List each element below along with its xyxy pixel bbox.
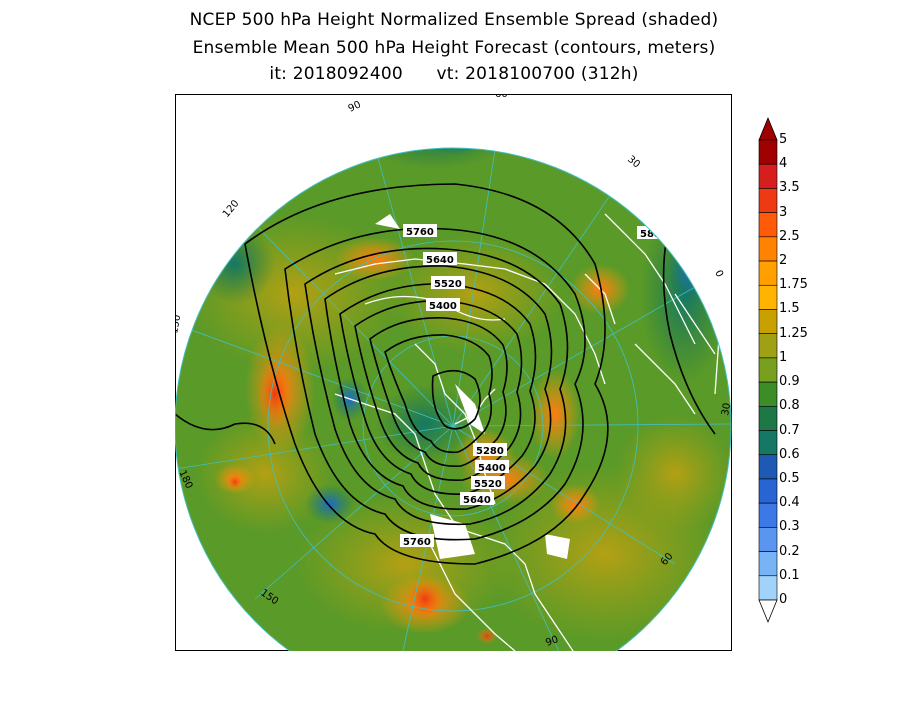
contour-label-5280: 5280	[476, 446, 504, 457]
title-line-1: NCEP 500 hPa Height Normalized Ensemble …	[189, 10, 719, 30]
contour-label-5640-south: 5640	[463, 495, 491, 506]
colorbar-tick-label: 2	[779, 253, 788, 269]
colorbar-tick-label: 0.5	[779, 470, 800, 486]
colorbar-tick-label: 3.5	[779, 180, 800, 196]
colorbar-swatch	[758, 309, 778, 334]
title-line-3: it: 2018092400 vt: 2018100700 (312h)	[269, 64, 639, 84]
title-line-2: Ensemble Mean 500 hPa Height Forecast (c…	[192, 38, 716, 58]
colorbar-tick-label: 0.6	[779, 446, 800, 462]
lon-label-90-top-left: 90	[347, 99, 363, 114]
colorbar-swatch	[758, 284, 778, 310]
lon-label-90-bottom-right: 90	[544, 634, 560, 649]
colorbar-tick-label: 3	[779, 204, 788, 220]
colorbar-tick-label: 0.3	[779, 519, 800, 535]
colorbar-swatch	[758, 527, 778, 552]
lon-label-0-right: 0	[712, 269, 725, 279]
height-contours	[175, 183, 716, 565]
lon-label-120-upper-left: 120	[221, 198, 242, 220]
colorbar-arrow-top	[758, 116, 778, 141]
colorbar-swatch	[758, 163, 778, 189]
colorbar-swatch	[758, 454, 778, 480]
contour-label-5640-north: 5640	[426, 255, 454, 266]
colorbar-tick-label: 1	[779, 349, 788, 365]
colorbar-swatch	[758, 357, 778, 383]
contour-label-5400-north: 5400	[429, 301, 457, 312]
colorbar-swatch	[758, 260, 778, 286]
colorbar-tick-label: 5	[779, 132, 788, 147]
lon-label-60-top: 60	[495, 94, 508, 100]
contour-label-5400-south: 5400	[478, 463, 506, 474]
colorbar-tick-label: 0	[779, 592, 788, 607]
spread-shading: 5760 5640 5520 5400 5280 5400 5520 5640 …	[175, 148, 731, 651]
polar-stereographic-map: 5760 5640 5520 5400 5280 5400 5520 5640 …	[175, 94, 732, 651]
colorbar-tick-label: 0.8	[779, 398, 800, 414]
colorbar-tick-label: 0.9	[779, 374, 800, 390]
contour-label-5760-north: 5760	[406, 227, 434, 238]
contour-label-5760-south: 5760	[403, 537, 431, 548]
colorbar-tick-label: 0.4	[779, 495, 800, 511]
lon-label-150-left: 150	[175, 314, 183, 335]
colorbar-swatch	[758, 333, 778, 359]
colorbar-swatch	[758, 430, 778, 456]
colorbar-swatch	[758, 575, 778, 601]
colorbar-swatch	[758, 478, 778, 504]
colorbar-swatch	[758, 212, 778, 238]
colorbar-tick-label: 1.5	[779, 301, 800, 317]
colorbar-swatch	[758, 381, 778, 407]
colorbar-swatch	[758, 406, 778, 431]
colorbar-swatch	[758, 502, 778, 528]
map-disc-edge	[175, 147, 732, 651]
contour-label-5520-south: 5520	[474, 479, 502, 490]
colorbar-arrow-bottom	[758, 599, 778, 624]
landmass-fragments	[375, 214, 570, 559]
lon-label-30-right: 30	[720, 402, 732, 416]
colorbar-swatch	[758, 236, 778, 262]
colorbar-swatch	[758, 139, 778, 165]
colorbar-tick-label: 1.75	[779, 277, 808, 293]
lon-label-30-upper-right: 30	[625, 154, 642, 171]
colorbar-tick-label: 2.5	[779, 228, 800, 244]
colorbar-swatch	[758, 551, 778, 577]
colorbar-swatch	[758, 188, 778, 213]
colorbar-tick-label: 1.25	[779, 325, 808, 341]
colorbar-tick-label: 0.2	[779, 543, 800, 559]
colorbar-tick-label: 0.7	[779, 422, 800, 438]
colorbar-tick-label: 0.1	[779, 567, 800, 583]
colorbar-tick-label: 4	[779, 156, 788, 172]
contour-label-5520-north: 5520	[434, 279, 462, 290]
